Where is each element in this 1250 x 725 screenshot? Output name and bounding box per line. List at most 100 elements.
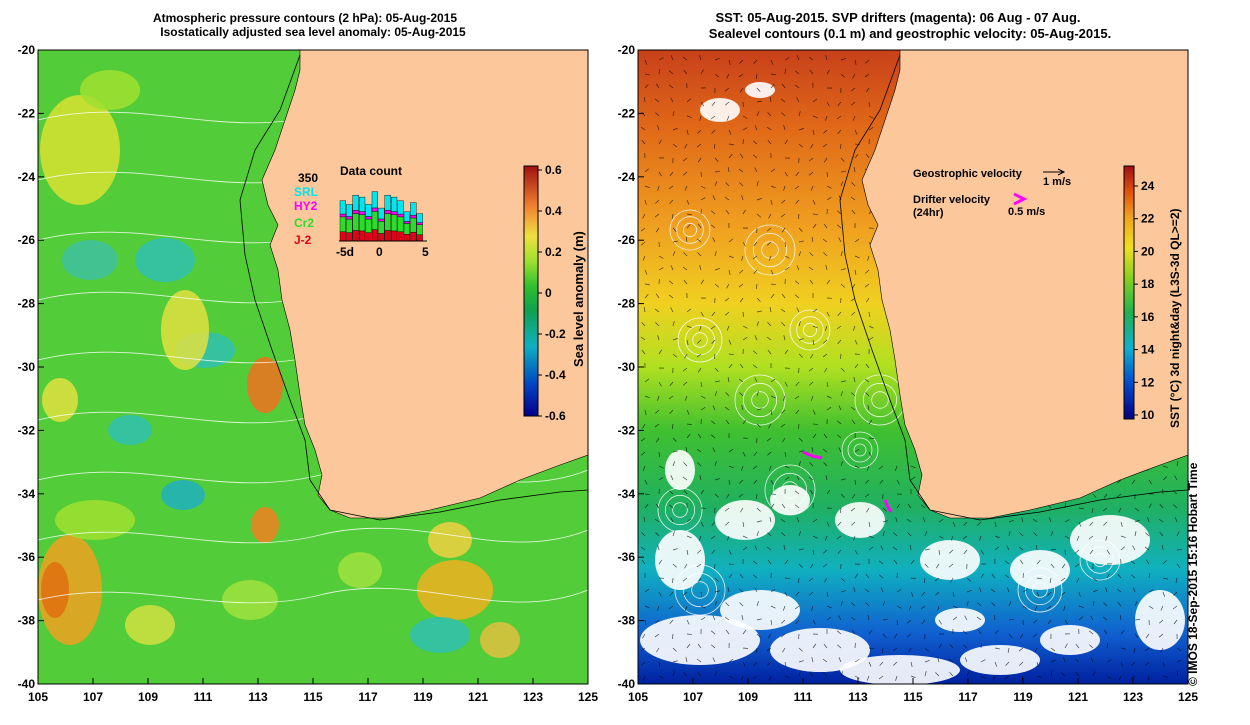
data-count-tick-minus5: -5d xyxy=(336,245,354,259)
data-count-tick-5: 5 xyxy=(422,245,429,259)
sst-colorbar-tick-label: 12 xyxy=(1141,375,1155,389)
data-count-bar-segment xyxy=(378,208,384,219)
drifter-velocity-sublabel: (24hr) xyxy=(913,207,944,219)
data-count-bar-segment xyxy=(346,216,352,219)
sla-colorbar-tick-label: 0.2 xyxy=(545,245,562,259)
sla-colorbar-tick-label: 0.6 xyxy=(545,163,562,177)
sst-colorbar-tick-label: 16 xyxy=(1141,310,1155,324)
data-count-bar-segment xyxy=(417,223,423,225)
cloud-gap xyxy=(720,590,800,630)
geostrophic-scale-label: 1 m/s xyxy=(1043,176,1071,188)
data-count-bar-segment xyxy=(372,211,378,229)
right-x-tick-label: 119 xyxy=(1013,690,1033,704)
left-x-tick-label: 117 xyxy=(358,690,378,704)
data-count-bar-segment xyxy=(410,203,416,216)
right-x-tick-label: 125 xyxy=(1178,690,1198,704)
sla-anomaly-patch xyxy=(55,500,135,540)
data-count-bar-segment xyxy=(410,218,416,232)
cloud-gap xyxy=(715,500,775,540)
sla-anomaly-patch xyxy=(417,560,493,620)
data-count-bar-segment xyxy=(417,235,423,241)
data-count-bar-segment xyxy=(404,223,410,234)
data-count-bar-segment xyxy=(340,214,346,217)
data-count-bar-segment xyxy=(378,221,384,233)
legend-srl: SRL xyxy=(294,185,318,199)
geostrophic-velocity-label: Geostrophic velocity xyxy=(913,168,1023,180)
right-y-tick-label: -30 xyxy=(618,360,636,374)
data-count-bar-segment xyxy=(359,197,365,211)
cloud-gap xyxy=(745,82,775,98)
left-y-tick-label: -40 xyxy=(18,677,36,691)
left-map-area xyxy=(38,50,588,684)
sst-colorbar-tick-label: 14 xyxy=(1141,343,1155,357)
data-count-bar-segment xyxy=(385,230,391,241)
right-y-tick-label: -20 xyxy=(618,43,636,57)
cloud-gap xyxy=(1040,625,1100,655)
sla-anomaly-patch xyxy=(62,240,118,280)
left-x-tick-label: 111 xyxy=(194,690,213,704)
sla-anomaly-patch xyxy=(161,480,205,510)
right-y-tick-label: -24 xyxy=(618,170,636,184)
left-y-tick-label: -34 xyxy=(18,487,36,501)
data-count-bar-segment xyxy=(417,225,423,235)
data-count-bar-segment xyxy=(366,204,372,216)
sla-anomaly-patch xyxy=(40,95,120,205)
right-y-tick-label: -38 xyxy=(618,614,636,628)
cloud-gap xyxy=(920,540,980,580)
sst-colorbar-tick-label: 22 xyxy=(1141,212,1155,226)
data-count-max-label: 350 xyxy=(298,171,318,185)
sla-colorbar-tick-label: 0 xyxy=(545,286,552,300)
sla-colorbar-label: Sea level anomaly (m) xyxy=(571,231,586,367)
sla-anomaly-patch xyxy=(41,562,69,618)
left-x-tick-label: 119 xyxy=(413,690,433,704)
data-count-bar-segment xyxy=(372,192,378,208)
data-count-bar-segment xyxy=(391,231,397,241)
data-count-bar-segment xyxy=(366,233,372,241)
left-y-tick-label: -30 xyxy=(18,360,36,374)
sla-anomaly-patch xyxy=(251,507,279,543)
cloud-gap xyxy=(665,450,695,490)
sla-anomaly-patch xyxy=(428,522,472,558)
left-x-tick-label: 125 xyxy=(578,690,598,704)
sla-anomaly-patch xyxy=(480,622,520,658)
drifter-velocity-label: Drifter velocity xyxy=(913,194,991,206)
data-count-bar-segment xyxy=(391,215,397,231)
right-y-tick-label: -26 xyxy=(618,233,636,247)
legend-hy2: HY2 xyxy=(294,199,318,213)
sst-colorbar-label: SST (°C) 3d night&day (L3S-3d QL>=2) xyxy=(1168,209,1182,429)
data-count-bar-segment xyxy=(378,233,384,241)
left-y-tick-label: -20 xyxy=(18,43,36,57)
left-x-tick-label: 123 xyxy=(523,690,543,704)
left-title-line2: Isostatically adjusted sea level anomaly… xyxy=(160,25,466,39)
cloud-gap xyxy=(1070,515,1150,565)
data-count-bar-segment xyxy=(372,230,378,241)
data-count-tick-0: 0 xyxy=(376,245,383,259)
data-count-bar-segment xyxy=(385,214,391,231)
data-count-bar-segment xyxy=(346,233,352,241)
data-count-bar-segment xyxy=(398,232,404,241)
right-map-area xyxy=(638,50,1188,685)
data-count-bar-segment xyxy=(378,219,384,221)
right-title-line2: Sealevel contours (0.1 m) and geostrophi… xyxy=(709,26,1111,41)
sst-colorbar-tick-label: 18 xyxy=(1141,277,1155,291)
left-y-tick-label: -24 xyxy=(18,170,36,184)
right-x-tick-label: 113 xyxy=(848,690,868,704)
right-y-tick-label: -36 xyxy=(618,550,636,564)
data-count-bar-segment xyxy=(404,234,410,241)
sla-colorbar-tick-label: -0.2 xyxy=(545,327,566,341)
data-count-bar-segment xyxy=(353,214,359,231)
right-x-tick-label: 111 xyxy=(794,690,813,704)
sla-anomaly-patch xyxy=(80,70,140,110)
data-count-bar-segment xyxy=(346,219,352,233)
data-count-bar-segment xyxy=(359,215,365,231)
sla-colorbar-tick-label: -0.6 xyxy=(545,409,566,423)
left-x-tick-label: 105 xyxy=(28,690,48,704)
sla-anomaly-patch xyxy=(410,617,470,653)
sla-anomaly-patch xyxy=(222,580,278,620)
left-y-tick-label: -22 xyxy=(18,106,36,120)
right-title-line1: SST: 05-Aug-2015. SVP drifters (magenta)… xyxy=(715,10,1080,25)
sla-colorbar-tick-label: -0.4 xyxy=(545,368,566,382)
left-x-tick-label: 109 xyxy=(138,690,158,704)
data-count-bar-segment xyxy=(366,219,372,233)
